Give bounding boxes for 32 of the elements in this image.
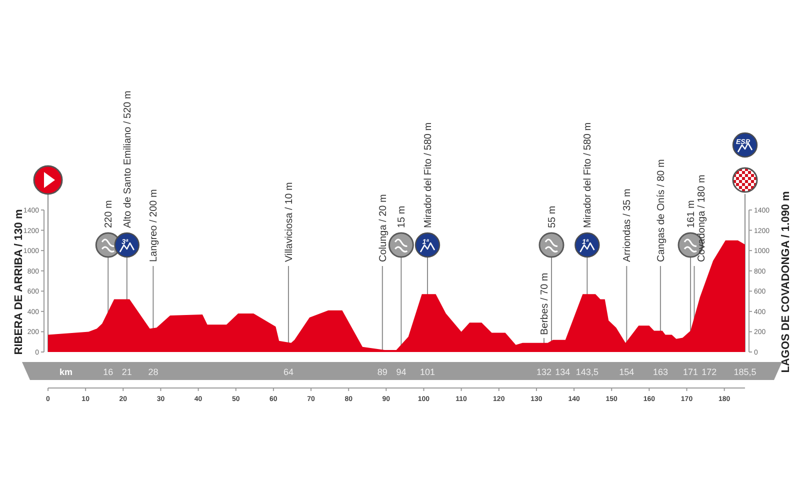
text: 21 [122,367,132,377]
text: 143,5 [576,367,598,377]
y2-axis-title: LAGOS DE COVADONGA / 1.090 m [780,191,792,373]
text: 185,5 [734,367,756,377]
ref-line-label: 220 m [104,200,115,228]
ref-line-label: Mirador del Fito / 580 m [423,122,434,228]
text: 163 [652,367,668,377]
y-axis-title: RIBERA DE ARRIBA / 130 m [13,209,25,355]
text: 64 [283,367,294,377]
text: 94 [396,367,406,377]
ref-line-label: 15 m [396,206,408,228]
ref-line-label: Cangas de Onís / 80 m [656,159,667,262]
text: km [59,367,73,377]
text: 28 [148,367,158,377]
ref-line-label: Colunga / 20 m [378,194,389,262]
text: 171 [683,367,698,377]
ref-line-label: 55 m [546,206,558,228]
text: 172 [702,367,717,377]
text: 132 [536,367,552,377]
text: 101 [420,367,436,377]
ref-line-label: Mirador del Fito / 580 m [582,122,594,228]
ref-line-label: Covadonga / 180 m [696,174,708,262]
ref-line-label: 161 m [686,200,698,228]
ref-line-label: Arriondas / 35 m [622,188,634,262]
ref-line-label: Villaviciosa / 10 m [284,182,295,262]
text: 134 [555,367,570,377]
text: 16 [103,367,114,377]
ref-line-label: Berbes / 70 m [539,272,550,335]
text: 89 [377,367,388,377]
ref-line-label: Langreo / 200 m [148,189,160,262]
ref-line-label: Alto de Santo Emiliano / 520 m [122,90,134,228]
text: 154 [619,367,634,377]
